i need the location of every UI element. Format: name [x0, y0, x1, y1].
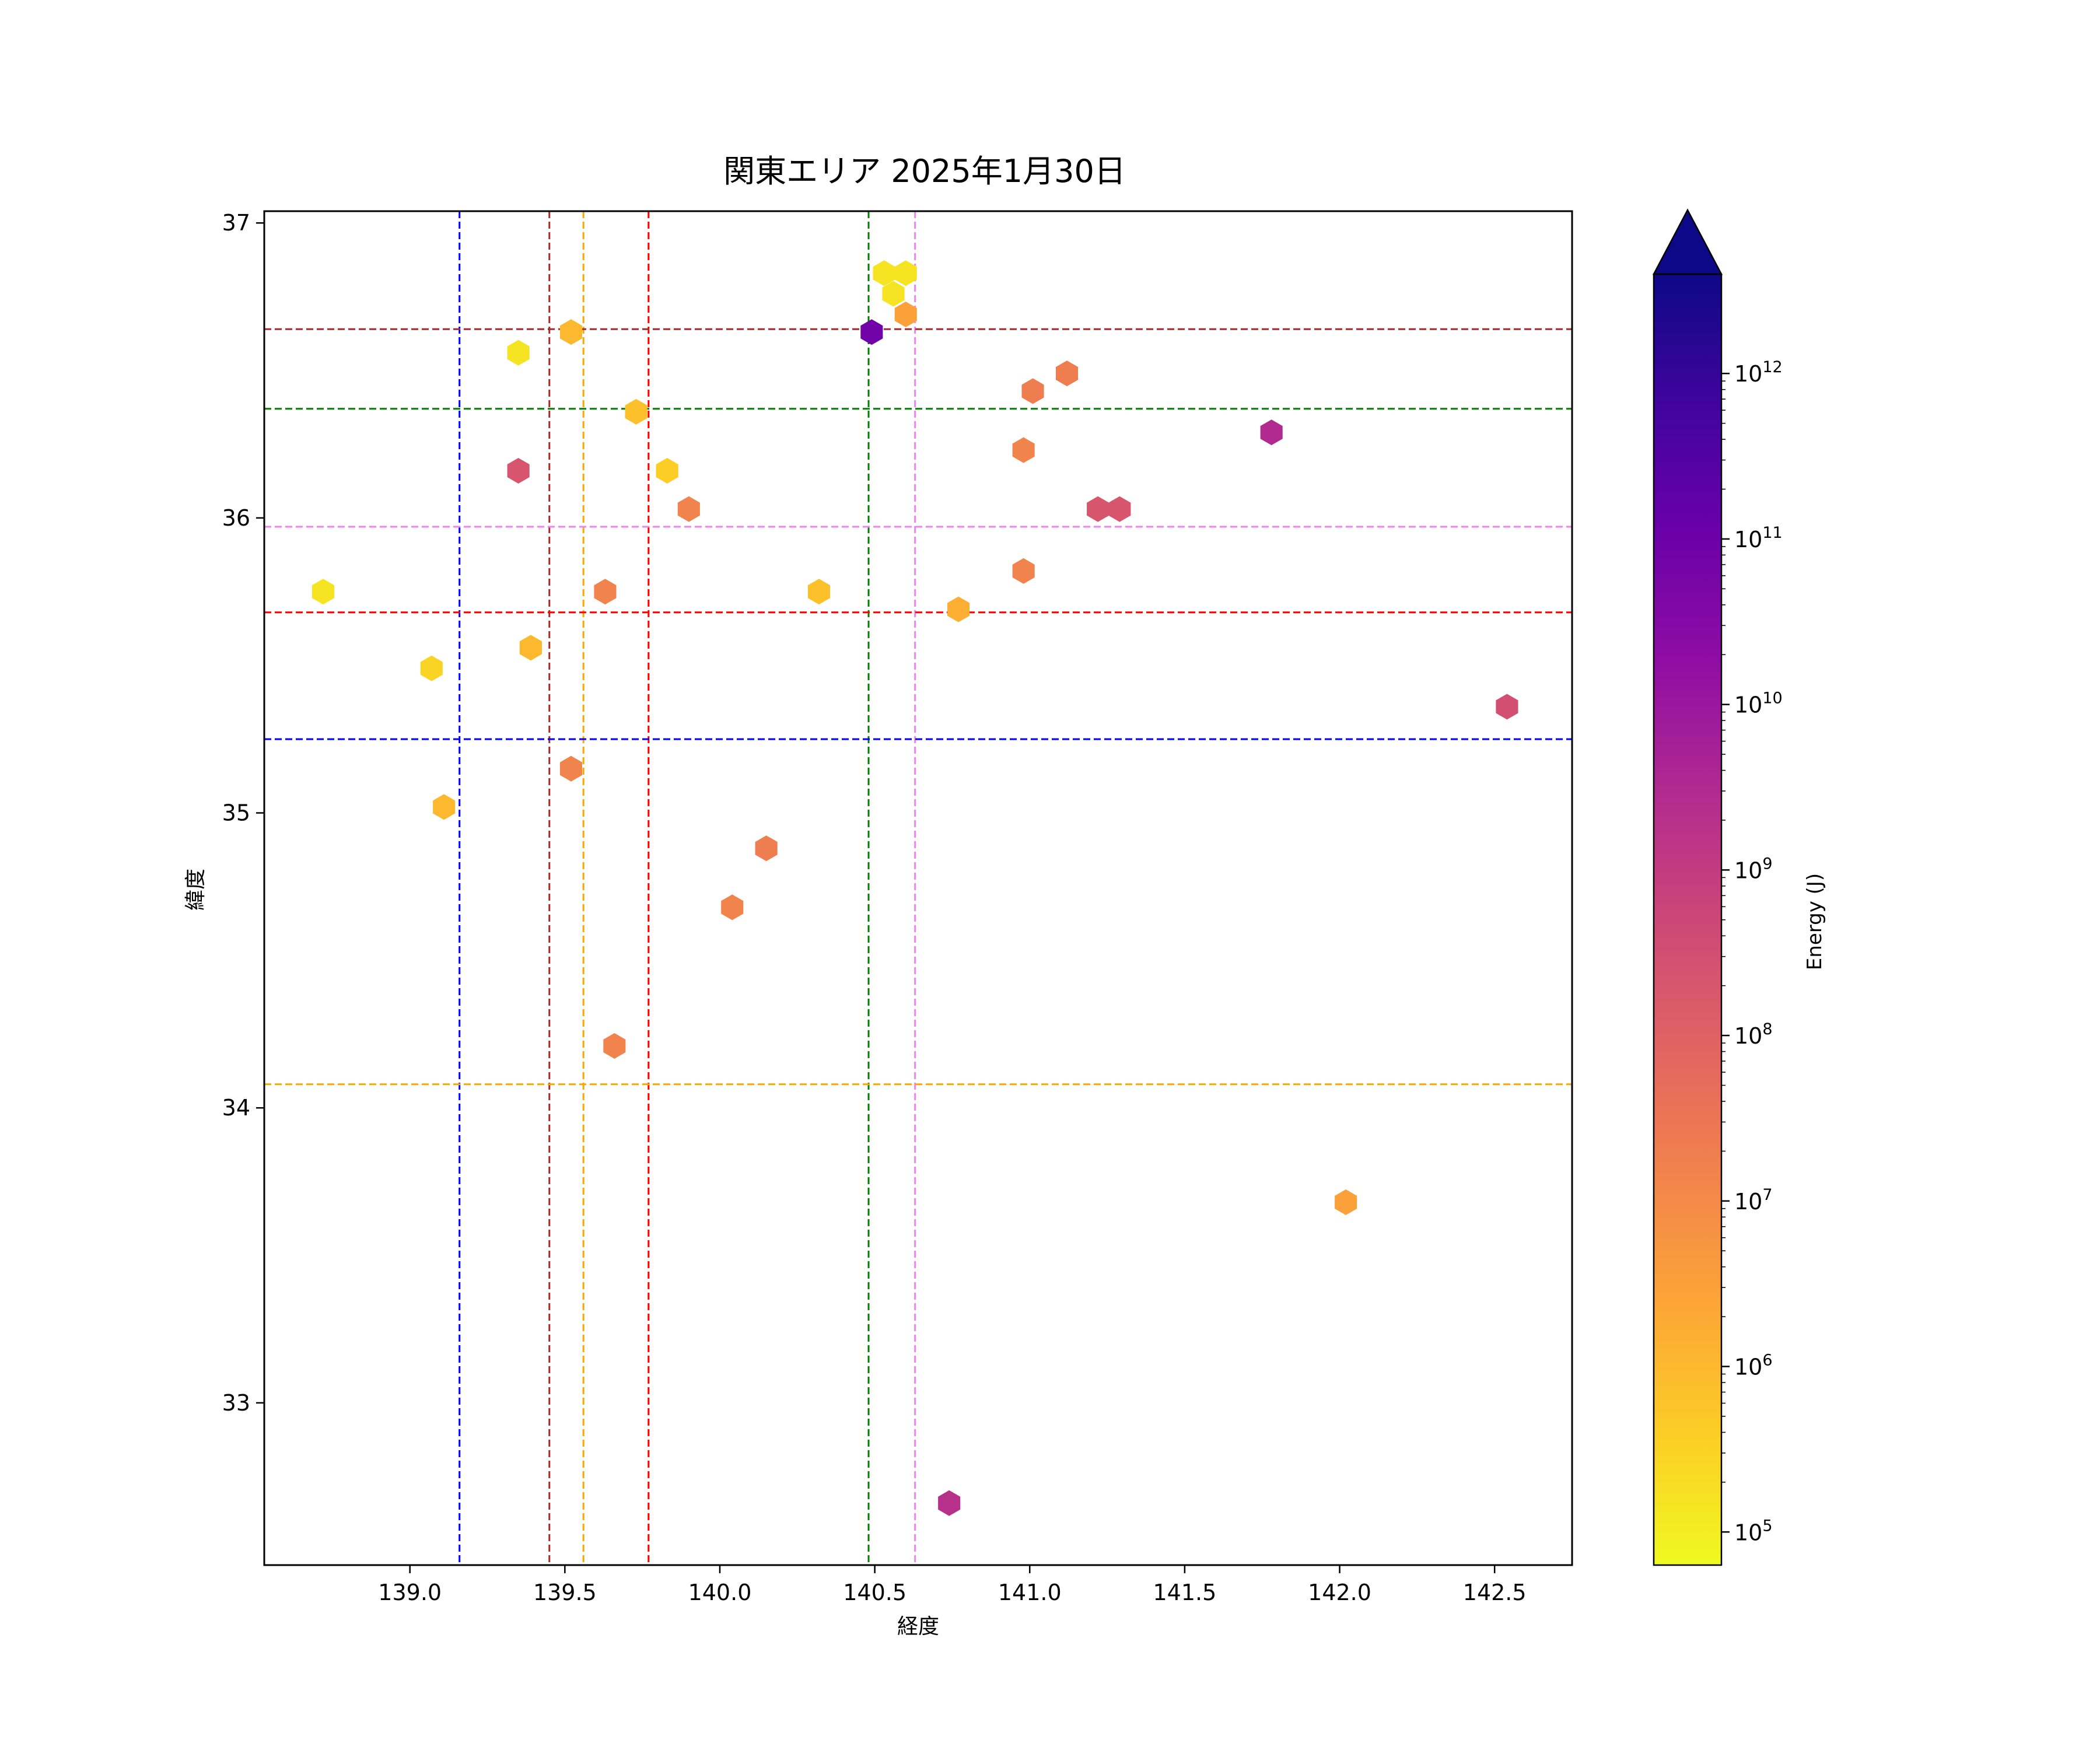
colorbar-label: Energy (J) [1803, 873, 1826, 970]
y-tick-label: 33 [222, 1390, 250, 1416]
data-point-hexagon [894, 260, 917, 286]
data-point-hexagon [1087, 496, 1110, 522]
data-point-hexagon [755, 835, 778, 862]
data-point-hexagon [873, 260, 895, 286]
x-tick-label: 142.0 [1308, 1580, 1371, 1605]
colorbar-tick-label: 1010 [1734, 690, 1783, 718]
data-point-hexagon [1012, 558, 1035, 584]
x-tick-label: 139.0 [378, 1580, 442, 1605]
data-point-hexagon [603, 1033, 626, 1059]
colorbar-extend-arrow [1652, 208, 1723, 275]
colorbar-ticks: 105 106 107 108 109 1010 1011 1012 [1721, 358, 1783, 1545]
data-point-hexagon [507, 458, 530, 484]
data-point-hexagon [882, 281, 905, 307]
guide-lines [264, 211, 1572, 1565]
x-tick-label: 140.0 [688, 1580, 752, 1605]
x-tick-label: 142.5 [1463, 1580, 1527, 1605]
data-point-hexagon [721, 894, 744, 921]
data-point-hexagon [420, 655, 443, 681]
data-point-hexagon [1335, 1189, 1357, 1215]
data-point-hexagon [312, 579, 334, 605]
x-axis-label: 経度 [897, 1615, 939, 1639]
chart-title: 関東エリア 2025年1月30日 [723, 153, 1126, 190]
data-point-hexagon [1496, 694, 1518, 720]
data-point-hexagon [1260, 419, 1283, 446]
data-point-hexagon [947, 596, 970, 622]
data-point-hexagon [938, 1490, 961, 1516]
data-point-hexagon [656, 458, 678, 484]
data-point-hexagon [625, 398, 648, 425]
colorbar: 105 106 107 108 109 1010 1011 1012 Energy (J) [1652, 208, 1826, 1566]
colorbar-tick-label: 107 [1734, 1186, 1773, 1214]
x-axis-ticks: 139.0 139.5 140.0 140.5 141.0 141.5 142.0 142.5 [378, 1565, 1527, 1605]
y-tick-label: 35 [222, 800, 250, 826]
data-point-hexagon [1056, 360, 1079, 387]
data-point-hexagon [677, 496, 700, 522]
data-point-hexagon [433, 794, 456, 820]
x-tick-label: 140.5 [843, 1580, 907, 1605]
y-tick-label: 34 [222, 1095, 250, 1121]
x-tick-label: 141.0 [998, 1580, 1062, 1605]
data-point-hexagon [1108, 496, 1131, 522]
data-point-hexagon [860, 319, 883, 345]
y-tick-label: 37 [222, 210, 250, 236]
colorbar-tick-label: 106 [1734, 1352, 1773, 1380]
x-tick-label: 141.5 [1153, 1580, 1217, 1605]
data-point-hexagon [519, 635, 542, 661]
y-tick-label: 36 [222, 505, 250, 531]
y-axis-ticks: 33 34 35 36 37 [222, 210, 264, 1416]
data-point-hexagon [1021, 378, 1044, 404]
data-point-hexagon [1012, 437, 1035, 463]
data-point-hexagon [559, 755, 582, 782]
plot-area-frame [263, 210, 1573, 1566]
colorbar-gradient [1654, 274, 1721, 1565]
data-points [312, 260, 1518, 1516]
data-point-hexagon [807, 579, 830, 605]
data-point-hexagon [507, 340, 530, 366]
data-point-hexagon [559, 319, 582, 345]
x-tick-label: 139.5 [533, 1580, 597, 1605]
y-axis-label: 緯度 [184, 869, 208, 911]
colorbar-tick-label: 109 [1734, 855, 1773, 883]
colorbar-tick-label: 108 [1734, 1020, 1773, 1049]
data-point-hexagon [894, 302, 917, 327]
colorbar-tick-label: 1011 [1734, 524, 1783, 552]
colorbar-tick-label: 105 [1734, 1517, 1773, 1545]
colorbar-tick-label: 1012 [1734, 358, 1783, 387]
data-point-hexagon [594, 579, 617, 605]
